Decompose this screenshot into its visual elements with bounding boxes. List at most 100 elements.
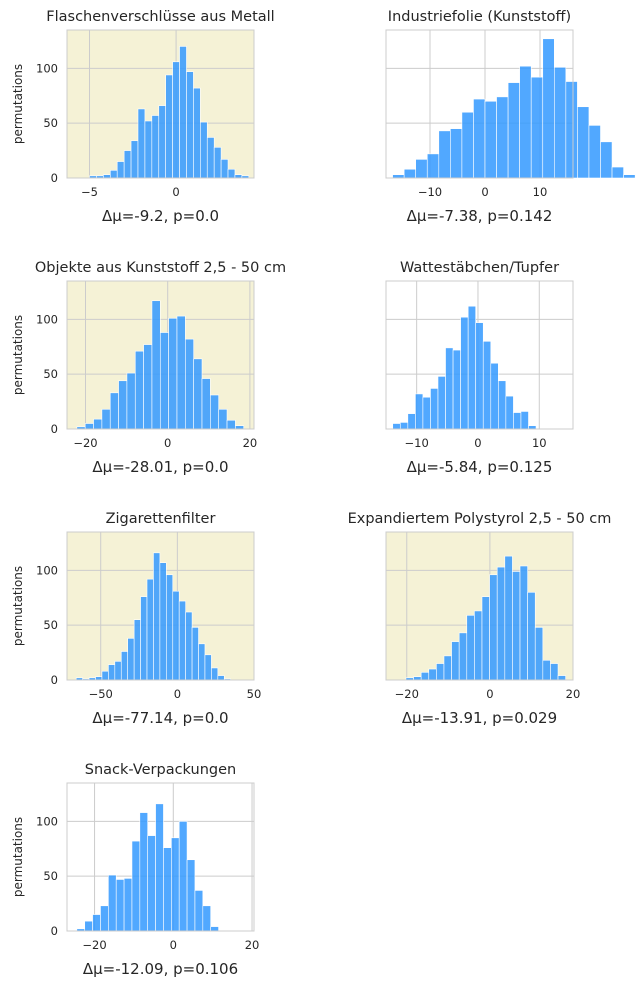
- histogram-bar: [430, 388, 439, 430]
- histogram-bar: [460, 316, 469, 430]
- histogram-bar: [137, 108, 146, 179]
- histogram-bar: [496, 566, 506, 681]
- x-axis-label: Δμ=-7.38, p=0.142: [407, 207, 553, 225]
- histogram-bar: [153, 552, 161, 681]
- plot-frame: [66, 782, 255, 932]
- histogram-bar: [437, 376, 446, 430]
- histogram-bar: [147, 835, 156, 932]
- histogram-bar: [193, 87, 201, 179]
- y-axis-label: permutations: [11, 64, 25, 144]
- histogram-bar: [179, 46, 187, 179]
- histogram-bar: [489, 574, 498, 681]
- x-tick-label: 20: [566, 687, 581, 701]
- y-tick-label: 50: [43, 116, 58, 130]
- x-tick-label: −10: [418, 185, 442, 199]
- histogram-bar: [159, 562, 167, 681]
- histogram-bar: [186, 859, 196, 932]
- histogram-bar: [166, 574, 174, 681]
- histogram-bar: [496, 96, 509, 179]
- histogram-bar: [527, 591, 536, 681]
- histogram-bar: [403, 168, 416, 179]
- panel-1: −5 0 0 50 100 permutations Flaschenverschlüsse…: [11, 9, 275, 225]
- histogram-bar: [92, 914, 101, 932]
- histogram-bar: [443, 655, 452, 681]
- panel-title: Industriefolie (Kunststoff): [388, 9, 571, 25]
- histogram-bar: [130, 140, 139, 179]
- histogram-bar: [211, 667, 219, 681]
- histogram-bar: [520, 411, 529, 430]
- histogram-bar: [198, 643, 206, 681]
- histogram-bar: [588, 125, 601, 179]
- histogram-bar: [428, 668, 437, 681]
- x-tick-label: −50: [89, 687, 113, 701]
- x-tick-label: 0: [474, 436, 481, 450]
- x-tick-label: 10: [532, 436, 547, 450]
- plot-frame: [385, 531, 574, 681]
- x-tick-label: 0: [486, 687, 493, 701]
- x-tick-label: −10: [405, 436, 429, 450]
- histogram-bar: [201, 378, 211, 430]
- histogram-bar: [420, 672, 430, 681]
- panel-title: Expandiertem Polystyrol 2,5 - 50 cm: [348, 511, 612, 527]
- histogram-bar: [530, 76, 544, 179]
- histogram-bar: [473, 98, 486, 179]
- histogram-bar: [407, 413, 416, 430]
- histogram-bar: [171, 837, 180, 932]
- histogram-bar: [226, 419, 236, 430]
- histogram-bar: [436, 663, 445, 681]
- histogram-bar: [168, 317, 178, 430]
- x-axis-label: Δμ=-77.14, p=0.0: [92, 709, 228, 727]
- y-tick-label: 0: [51, 422, 58, 436]
- plot-frame: [66, 531, 255, 681]
- x-tick-label: −5: [81, 185, 98, 199]
- histogram-bar: [519, 65, 532, 179]
- panel-title: Snack-Verpackungen: [85, 762, 236, 778]
- histogram-bar: [484, 100, 497, 179]
- histogram-bar: [123, 150, 132, 179]
- y-tick-label: 0: [51, 673, 58, 687]
- histogram-bar: [213, 147, 222, 179]
- histogram-bar: [163, 847, 172, 932]
- panel-7: −20 0 20 0 50 100 permutations Snack-Verpackung…: [11, 762, 259, 978]
- histogram-bar: [143, 344, 153, 430]
- y-tick-label: 100: [36, 61, 58, 75]
- x-tick-label: 0: [172, 185, 179, 199]
- x-tick-label: −20: [395, 687, 419, 701]
- x-tick-label: 0: [164, 436, 171, 450]
- histogram-bar: [202, 905, 211, 932]
- histogram-bar: [93, 418, 103, 430]
- histogram-bar: [623, 174, 636, 179]
- histogram-bar: [512, 571, 521, 681]
- histogram-bar: [475, 322, 484, 430]
- histogram-bar: [126, 372, 136, 430]
- histogram-bar: [186, 71, 194, 179]
- plot-frame: [66, 280, 255, 430]
- histogram-bar: [172, 61, 180, 179]
- histogram-bar: [114, 661, 122, 681]
- histogram-bar: [133, 619, 141, 681]
- histogram-bar: [100, 905, 109, 932]
- histogram-bar: [109, 392, 119, 430]
- y-tick-label: 0: [51, 171, 58, 185]
- histogram-bar: [194, 890, 204, 932]
- histogram-bar: [210, 926, 219, 932]
- histogram-bar: [458, 632, 468, 681]
- y-tick-label: 100: [36, 312, 58, 326]
- histogram-bar: [134, 350, 144, 430]
- histogram-bar: [481, 596, 490, 681]
- histogram-bar: [445, 347, 454, 430]
- y-tick-label: 100: [36, 563, 58, 577]
- x-axis-label: Δμ=-13.91, p=0.029: [402, 709, 557, 727]
- histogram-bar: [101, 670, 109, 681]
- histogram-bar: [206, 137, 215, 179]
- histogram-bar: [118, 380, 128, 430]
- histogram-bar: [392, 423, 401, 430]
- plot-frame: [66, 29, 255, 179]
- histogram-bar: [191, 627, 199, 681]
- histogram-bar: [144, 120, 153, 179]
- y-tick-label: 0: [51, 924, 58, 938]
- y-tick-label: 50: [43, 367, 58, 381]
- histogram-bar: [426, 153, 440, 179]
- histogram-bar: [159, 332, 169, 430]
